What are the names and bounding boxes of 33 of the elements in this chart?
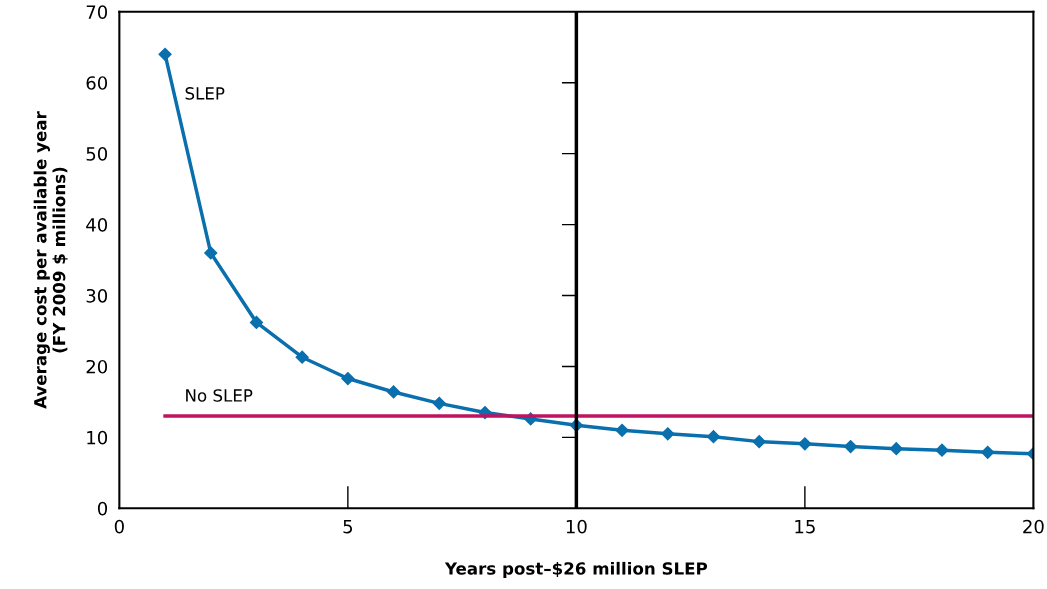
- point: [204, 246, 218, 260]
- x-tick-label: 10: [566, 519, 587, 534]
- point: [158, 47, 172, 61]
- y-tick-label: 0: [97, 501, 108, 516]
- x-tick-label: 20: [1023, 519, 1044, 534]
- point: [386, 385, 401, 399]
- x-tick-label: 0: [114, 519, 124, 534]
- y-tick-label: 70: [86, 5, 108, 19]
- point: [752, 435, 766, 449]
- y-tick-label: 40: [86, 218, 108, 232]
- y-tick-label: 10: [87, 430, 108, 445]
- x-axis-title: Years post–$26 million SLEP: [444, 561, 708, 579]
- y-axis-title: Average cost per available year (FY 2009 $ millions): [33, 111, 68, 409]
- point: [661, 427, 675, 441]
- point: [843, 440, 858, 454]
- point: [249, 315, 264, 330]
- point: [615, 423, 629, 437]
- point: [935, 443, 949, 457]
- y-tick-label: 20: [86, 359, 108, 374]
- x-tick-label: 5: [343, 519, 353, 534]
- series-label: No SLEP: [186, 389, 253, 402]
- y-tick-label: 30: [86, 288, 108, 303]
- point: [341, 371, 355, 386]
- point: [295, 350, 309, 364]
- y-tick-label: 50: [86, 147, 108, 161]
- point: [432, 396, 446, 410]
- point: [798, 437, 812, 451]
- series-label: SLEP: [185, 87, 225, 100]
- y-tick-label: 60: [86, 76, 108, 90]
- x-tick-label: 15: [795, 519, 815, 534]
- point: [706, 430, 721, 444]
- point: [889, 442, 903, 456]
- point: [981, 445, 995, 459]
